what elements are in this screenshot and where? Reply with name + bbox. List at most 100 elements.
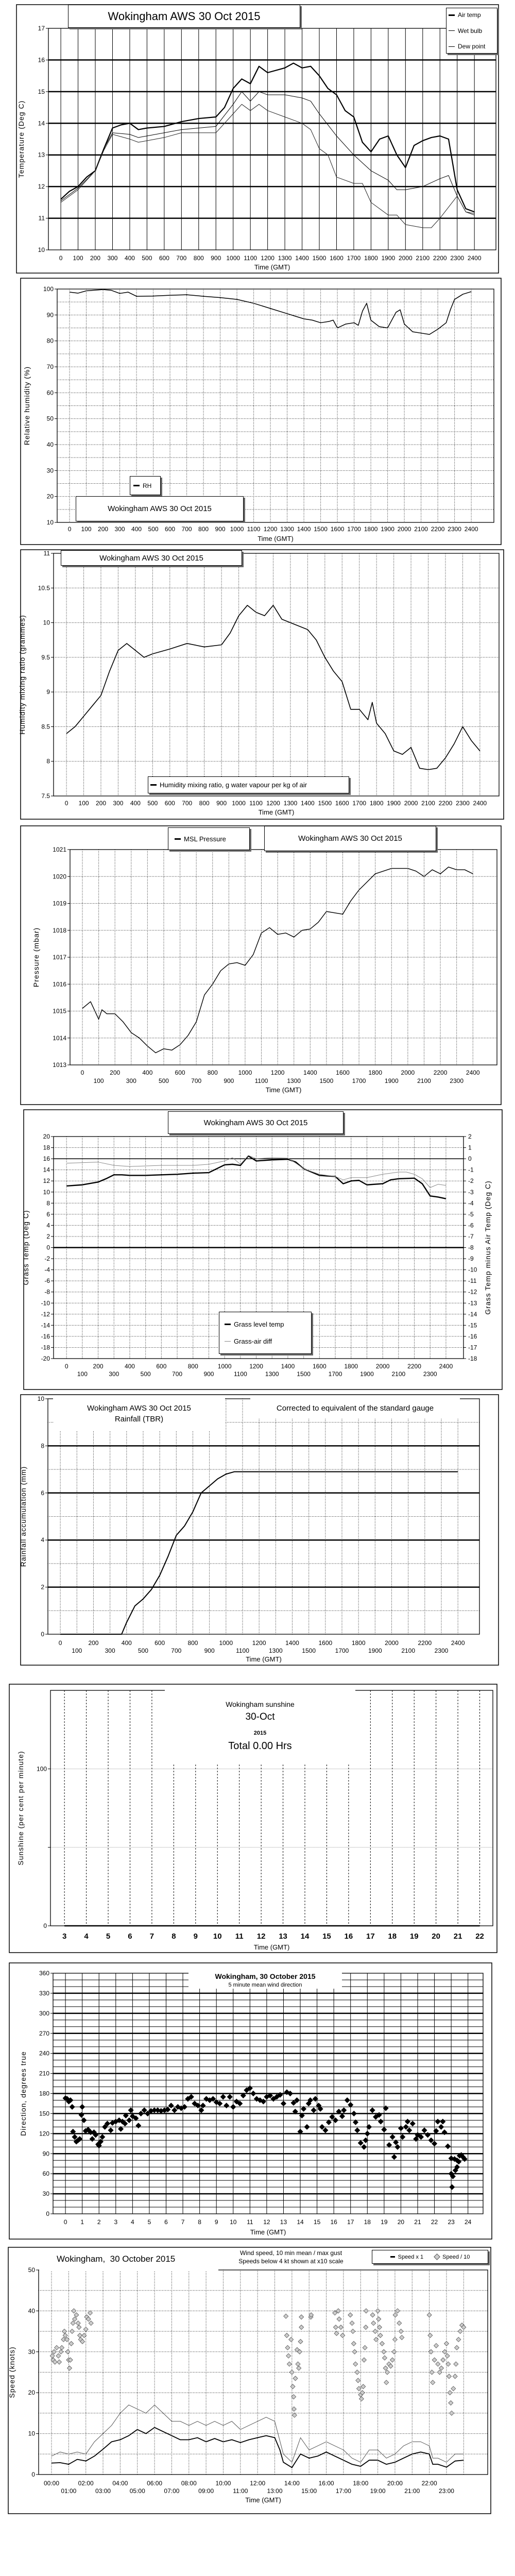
x-tick-label: 1700 [352, 1077, 366, 1084]
data-point-diamond [433, 2128, 439, 2134]
data-point-diamond [391, 2349, 397, 2354]
series-gust-line [51, 2404, 464, 2463]
x-tick-label: 700 [171, 1647, 181, 1654]
data-point-diamond [393, 2139, 399, 2145]
temperature-chart: 10 11 12 13 14 15 16 17 0 100 200 300 400 500 600 700 80… [16, 4, 499, 274]
y-tick-label: 60 [47, 389, 54, 396]
x-tick-label: 07:00 [164, 2487, 179, 2495]
data-point-diamond [339, 2113, 346, 2120]
data-point-diamond [450, 2173, 456, 2179]
data-point-diamond [454, 2164, 460, 2170]
x-tick-label: 1900 [387, 800, 401, 807]
x-axis-label: Time (GMT) [258, 535, 294, 543]
data-point-diamond [49, 2353, 55, 2359]
data-point-diamond [442, 2349, 448, 2354]
y-axis-label: Sunshine (per cent per minute) [16, 1751, 25, 1865]
x-tick-label: 1600 [331, 526, 345, 533]
dew-point-swatch [449, 46, 455, 47]
data-point-diamond [56, 2353, 61, 2359]
x-tick-label: 20 [432, 1932, 440, 1941]
legend-item-mixing-ratio: Humidity mixing ratio, g water vapour pe… [150, 781, 307, 789]
data-point-diamond [354, 2127, 360, 2133]
data-point-diamond [392, 2312, 398, 2318]
y-tick-label: 30 [47, 467, 54, 474]
data-point-diamond [247, 2085, 253, 2091]
data-point-diamond [288, 2336, 294, 2343]
x-tick-label: 2300 [450, 1077, 464, 1084]
y-tick-label: -8 [44, 1289, 50, 1296]
legend-label: Air temp [458, 11, 481, 19]
data-point-diamond [372, 2329, 378, 2334]
data-point-diamond [454, 2345, 460, 2350]
y-tick-label: 12 [38, 183, 45, 190]
data-point-diamond [359, 2390, 365, 2396]
x-tick-label: 15 [314, 2218, 321, 2226]
y2-tick-label: -5 [468, 1211, 474, 1218]
data-point-diamond [389, 2134, 396, 2140]
legend-label: Speed x 1 [398, 2253, 424, 2260]
x-tick-label: 1800 [368, 1069, 382, 1076]
x-tick-label: 100 [72, 1647, 82, 1654]
x-tick-label: 1900 [360, 1370, 374, 1378]
y-tick-label: 10 [43, 1189, 50, 1196]
x-tick-label: 0 [81, 1069, 84, 1076]
data-point-diamond [62, 2332, 68, 2338]
x-tick-label: 20:00 [387, 2480, 403, 2487]
data-point-diamond [361, 2144, 367, 2150]
data-point-diamond [377, 2119, 384, 2125]
x-tick-label: 500 [159, 1077, 169, 1084]
x-tick-label: 200 [110, 1069, 120, 1076]
x-tick-label: 500 [148, 526, 159, 533]
x-tick-label: 1700 [347, 255, 361, 262]
data-point-diamond [384, 2369, 390, 2375]
data-point-diamond [391, 2154, 397, 2160]
data-point-diamond [381, 2126, 387, 2133]
series-line-3 [60, 104, 475, 228]
temperature-legend: Air temp Wet bulb Dew point [446, 8, 497, 54]
data-point-diamond [77, 2332, 83, 2338]
x-tick-label: 11 [247, 2218, 253, 2226]
x-tick-label: 1300 [287, 1077, 301, 1084]
data-point-diamond [87, 2310, 93, 2316]
x-tick-label: 3 [114, 2218, 117, 2226]
data-point-diamond [432, 2357, 437, 2363]
sunshine-total: Total 0.00 Hrs [228, 1740, 292, 1752]
data-point-diamond [334, 2331, 339, 2336]
y-tick-label: 80 [47, 337, 54, 345]
x-tick-label: 2000 [401, 1069, 415, 1076]
data-point-diamond [317, 2106, 323, 2112]
x-tick-label: 2100 [401, 1647, 415, 1654]
y-tick-label: 70 [47, 363, 54, 370]
data-point-diamond [348, 2312, 353, 2318]
data-point-diamond [362, 2345, 368, 2350]
x-tick-label: 19 [381, 2218, 388, 2226]
x-tick-label: 100 [79, 800, 89, 807]
y-tick-label: 240 [39, 2050, 49, 2057]
x-tick-label: 100 [77, 1370, 88, 1378]
data-point-diamond [138, 2110, 144, 2116]
series-line-1 [66, 605, 480, 770]
data-point-diamond [388, 2363, 393, 2369]
y-tick-label: 9.5 [41, 654, 50, 661]
data-point-diamond [240, 2092, 246, 2098]
data-point-diamond [81, 2117, 87, 2123]
data-point-diamond [290, 2384, 296, 2389]
data-point-diamond [88, 2320, 94, 2326]
data-point-diamond [69, 2104, 75, 2110]
data-point-diamond [141, 2107, 147, 2113]
data-point-diamond [338, 2325, 344, 2330]
x-tick-label: 1200 [266, 800, 280, 807]
y-tick-label: 14 [43, 1166, 50, 1174]
x-tick-label: 1300 [280, 526, 294, 533]
chart-frame [9, 1962, 492, 2240]
y-tick-label: 30 [28, 2348, 36, 2355]
x-tick-label: 15 [322, 1932, 331, 1941]
data-point-diamond [250, 2090, 256, 2097]
x-tick-label: 1200 [271, 1069, 285, 1076]
data-point-diamond [329, 2114, 335, 2120]
x-tick-label: 1400 [281, 1363, 295, 1370]
x-tick-label: 1300 [284, 800, 298, 807]
x-tick-label: 8 [171, 1932, 176, 1941]
x-tick-label: 2400 [451, 1639, 465, 1647]
y-tick-label: -10 [41, 1299, 50, 1307]
